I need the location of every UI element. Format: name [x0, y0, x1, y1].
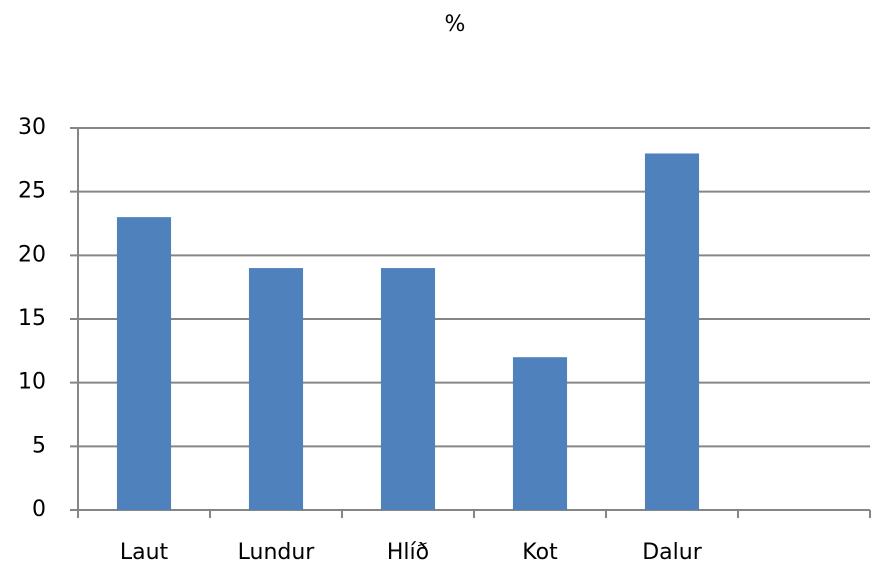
x-tick-label: Dalur	[642, 540, 702, 565]
x-tick-label: Laut	[120, 540, 169, 565]
y-tick-label: 30	[18, 115, 46, 140]
x-tick-label: Kot	[522, 540, 558, 565]
x-tick-label: Lundur	[238, 540, 316, 565]
bar	[116, 217, 172, 510]
chart-title: %	[445, 12, 466, 37]
x-tick-label: Hlíð	[387, 540, 429, 565]
bar	[248, 268, 304, 510]
y-tick-label: 0	[32, 497, 46, 522]
y-tick-label: 5	[32, 433, 46, 458]
bar	[380, 268, 436, 510]
bar	[644, 153, 700, 510]
y-tick-label: 10	[18, 370, 46, 395]
y-tick-label: 20	[18, 242, 46, 267]
bar	[512, 357, 568, 510]
y-tick-label: 15	[18, 306, 46, 331]
y-tick-label: 25	[18, 179, 46, 204]
